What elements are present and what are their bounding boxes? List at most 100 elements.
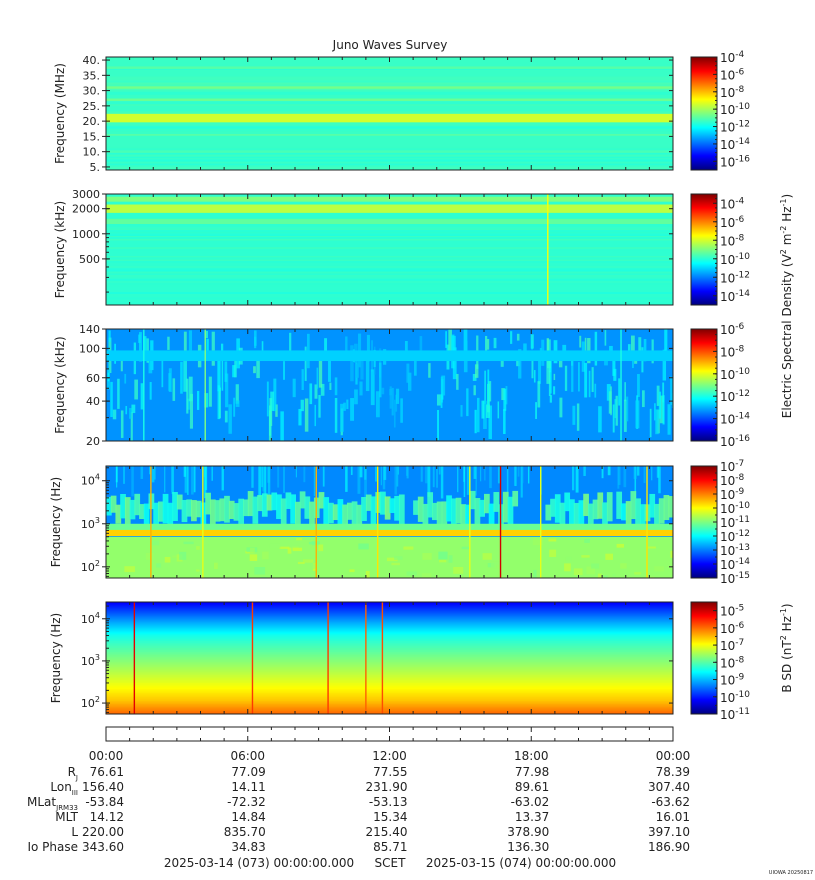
emission-streak <box>624 382 626 402</box>
y-tick-label: 1000 <box>72 228 100 241</box>
texture-row <box>106 279 673 281</box>
spectral-gradient-row <box>106 649 673 653</box>
emission-streak <box>365 357 370 392</box>
impulse-spike <box>133 602 136 714</box>
emission-streak <box>220 343 224 351</box>
emission-streak <box>110 381 113 418</box>
spectrogram-image <box>106 466 673 578</box>
emission-streak <box>346 399 349 410</box>
emission-streak <box>488 405 492 439</box>
watermark: UIOWA 20250817 <box>769 870 813 876</box>
emission-texture <box>292 547 303 552</box>
hiss-band-cell <box>583 493 589 517</box>
ephemeris-value: -63.62 <box>651 795 690 809</box>
texture-row <box>106 92 673 95</box>
impulse-spike <box>143 329 145 441</box>
emission-streak <box>594 383 597 398</box>
ephemeris-value: 15.34 <box>373 810 407 824</box>
hiss-band-cell <box>621 503 627 521</box>
hiss-band-cell <box>507 496 514 526</box>
emission-texture <box>438 559 447 563</box>
hiss-band-cell <box>545 504 552 521</box>
emission-band <box>106 350 673 362</box>
impulse-spike <box>315 466 317 578</box>
emission-streak <box>134 379 138 400</box>
y-tick-label: 102 <box>81 559 100 574</box>
y-tick-label: 3000 <box>72 188 100 201</box>
spectral-gradient-row <box>106 651 673 655</box>
emission-texture <box>179 551 187 560</box>
colorbar <box>690 56 718 171</box>
y-tick-label: 104 <box>81 611 100 626</box>
emission-texture <box>349 569 355 573</box>
noise-streak <box>466 466 470 495</box>
emission-texture <box>124 566 135 573</box>
impulse-spike <box>646 466 648 578</box>
colorbar-tick-label: 10-11 <box>720 707 750 722</box>
colorbar-tick-label: 10-12 <box>720 270 750 285</box>
emission-band <box>106 86 673 89</box>
noise-streak <box>350 466 353 475</box>
hiss-band-cell <box>304 496 311 519</box>
emission-streak <box>204 330 209 339</box>
noise-streak <box>489 466 492 489</box>
emission-streak <box>304 398 309 432</box>
ephemeris-value: 14.11 <box>231 780 265 794</box>
texture-row <box>106 226 673 230</box>
colorbar-tick-label: 10-4 <box>720 50 745 65</box>
hiss-band-cell <box>502 491 509 523</box>
spectral-gradient-row <box>106 648 673 651</box>
emission-streak <box>350 345 354 382</box>
emission-streak <box>334 397 338 433</box>
hiss-band-cell <box>261 493 268 517</box>
spectral-gradient-row <box>106 621 673 624</box>
texture-row <box>106 129 673 132</box>
emission-streak <box>148 352 153 374</box>
hiss-band-cell <box>432 502 438 521</box>
texture-row <box>106 237 673 239</box>
emission-streak <box>588 370 591 398</box>
hiss-band-cell <box>635 498 641 528</box>
noise-streak <box>267 466 271 496</box>
emission-streak <box>186 398 191 410</box>
hiss-band-cell <box>219 498 226 522</box>
colorbar-tick-label: 10-9 <box>720 673 745 688</box>
noise-streak <box>394 466 397 495</box>
spectral-gradient-row <box>106 660 673 663</box>
ephemeris-value: 14.12 <box>90 810 124 824</box>
emission-texture <box>654 566 665 572</box>
emission-streak <box>658 391 662 419</box>
emission-streak <box>562 344 567 353</box>
emission-streak <box>493 337 497 349</box>
spectral-gradient-row <box>106 686 673 689</box>
emission-streak <box>460 405 463 417</box>
ephemeris-value: 13.37 <box>515 810 549 824</box>
emission-streak <box>630 335 635 359</box>
emission-streak <box>107 372 110 382</box>
hiss-band-cell <box>337 499 344 528</box>
emission-streak <box>266 381 269 417</box>
noise-streak <box>151 466 155 483</box>
emission-streak <box>466 388 469 417</box>
noise-streak <box>186 466 189 495</box>
emission-streak <box>180 361 183 394</box>
hiss-band-cell <box>668 496 673 518</box>
noise-streak <box>115 466 118 483</box>
hiss-band-cell <box>271 492 278 511</box>
emission-streak <box>280 411 284 441</box>
texture-row <box>106 149 673 152</box>
emission-streak <box>232 365 236 378</box>
colorbar-tick-label: 10-12 <box>720 120 750 135</box>
spectral-gradient-row <box>106 617 673 620</box>
hiss-band-cell <box>276 494 282 520</box>
noise-streak <box>607 466 611 476</box>
texture-row <box>106 248 673 251</box>
colorbar-tick-label: 10-10 <box>720 690 750 705</box>
emission-streak <box>635 400 640 429</box>
emission-streak <box>318 394 321 418</box>
colorbar-tick-label: 10-14 <box>720 289 750 304</box>
texture-row <box>106 232 673 235</box>
emission-texture <box>213 562 218 570</box>
noise-streak <box>149 466 152 475</box>
hiss-band-cell <box>663 495 670 521</box>
